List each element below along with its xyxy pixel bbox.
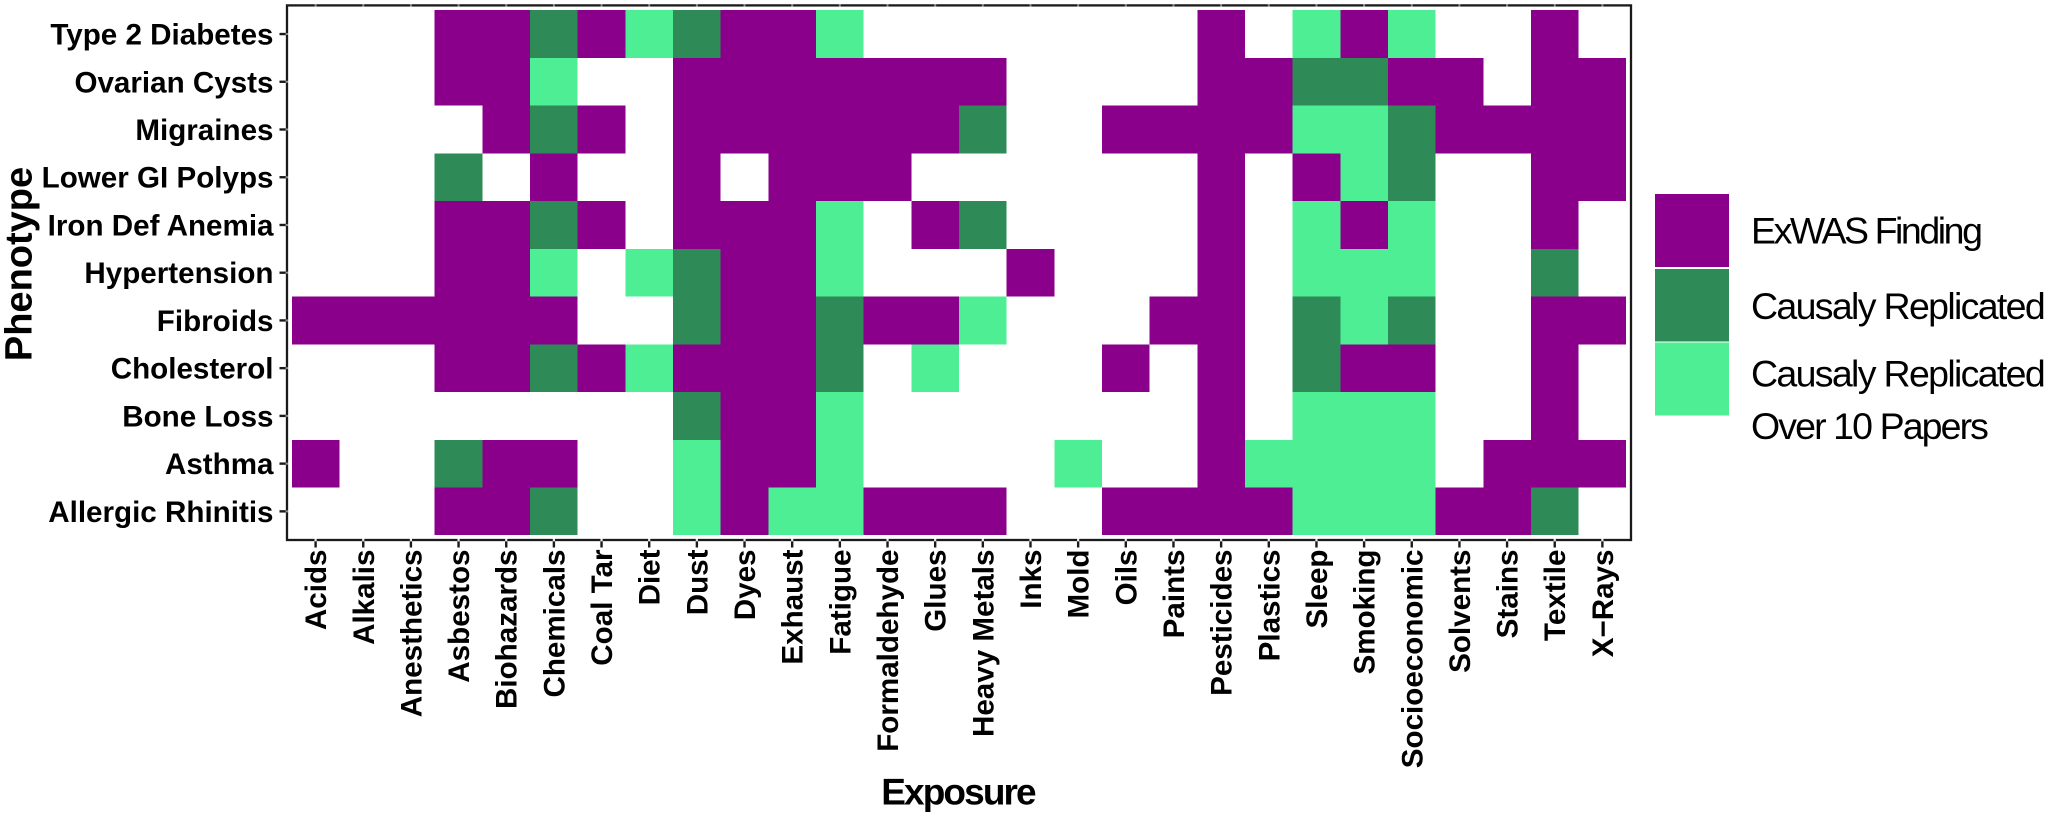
svg-text:Heavy Metals: Heavy Metals xyxy=(967,550,1000,738)
svg-text:Biohazards: Biohazards xyxy=(491,550,524,710)
svg-text:Smoking: Smoking xyxy=(1349,550,1382,675)
svg-text:Exhaust: Exhaust xyxy=(777,549,810,664)
svg-text:Bone Loss: Bone Loss xyxy=(122,400,273,433)
svg-text:Socioeconomic: Socioeconomic xyxy=(1396,550,1429,769)
svg-text:Paints: Paints xyxy=(1158,550,1191,639)
svg-text:Exposure: Exposure xyxy=(881,772,1036,813)
svg-text:Alkalis: Alkalis xyxy=(348,550,381,645)
svg-text:Asbestos: Asbestos xyxy=(443,550,476,683)
svg-text:Stains: Stains xyxy=(1492,550,1525,639)
svg-text:Dust: Dust xyxy=(681,549,714,615)
svg-text:Acids: Acids xyxy=(300,550,333,631)
svg-text:Phenotype: Phenotype xyxy=(0,167,41,361)
svg-text:Solvents: Solvents xyxy=(1444,550,1477,673)
svg-text:Formaldehyde: Formaldehyde xyxy=(872,550,905,752)
svg-text:Inks: Inks xyxy=(1015,550,1048,609)
svg-text:Hypertension: Hypertension xyxy=(84,257,273,290)
svg-text:Coal Tar: Coal Tar xyxy=(586,549,619,666)
svg-text:Allergic Rhinitis: Allergic Rhinitis xyxy=(48,496,273,529)
svg-text:Dyes: Dyes xyxy=(729,550,762,621)
svg-text:ExWAS Finding: ExWAS Finding xyxy=(1751,210,1981,252)
svg-text:Textile: Textile xyxy=(1539,550,1572,642)
svg-text:Plastics: Plastics xyxy=(1253,550,1286,662)
svg-text:X−Rays: X−Rays xyxy=(1587,550,1620,658)
svg-text:Cholesterol: Cholesterol xyxy=(111,353,274,386)
svg-text:Chemicals: Chemicals xyxy=(538,550,571,698)
svg-text:Migraines: Migraines xyxy=(135,114,273,147)
svg-text:Lower GI Polyps: Lower GI Polyps xyxy=(42,162,274,195)
svg-text:Glues: Glues xyxy=(920,550,953,632)
svg-text:Pesticides: Pesticides xyxy=(1206,550,1239,696)
svg-text:Ovarian Cysts: Ovarian Cysts xyxy=(74,66,273,99)
svg-text:Over 10 Papers: Over 10 Papers xyxy=(1751,405,1988,447)
svg-text:Anesthetics: Anesthetics xyxy=(395,550,428,718)
svg-text:Mold: Mold xyxy=(1063,550,1096,619)
svg-text:Type 2 Diabetes: Type 2 Diabetes xyxy=(50,19,273,52)
svg-text:Sleep: Sleep xyxy=(1301,550,1334,629)
svg-text:Fibroids: Fibroids xyxy=(157,305,274,338)
svg-text:Causaly Replicated: Causaly Replicated xyxy=(1751,353,2044,395)
svg-text:Fatigue: Fatigue xyxy=(824,550,857,655)
svg-text:Causaly Replicated: Causaly Replicated xyxy=(1751,285,2044,327)
svg-text:Asthma: Asthma xyxy=(165,448,274,481)
svg-text:Diet: Diet xyxy=(634,549,667,605)
svg-text:Oils: Oils xyxy=(1110,550,1143,606)
svg-text:Iron Def Anemia: Iron Def Anemia xyxy=(48,209,274,242)
